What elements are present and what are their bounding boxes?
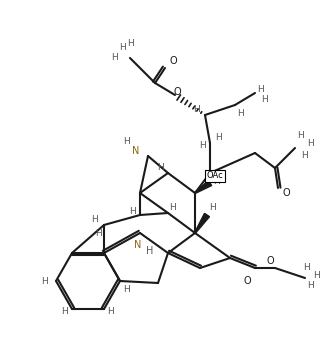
Text: H: H	[123, 285, 129, 294]
Text: O: O	[169, 56, 177, 66]
Text: H: H	[262, 95, 268, 105]
Text: H: H	[199, 142, 206, 151]
Text: H: H	[237, 109, 243, 118]
Text: H: H	[108, 306, 115, 315]
Text: H: H	[314, 272, 320, 281]
Text: OAc: OAc	[207, 171, 223, 180]
Text: H: H	[296, 131, 303, 140]
Text: O: O	[266, 256, 274, 266]
Text: H: H	[209, 204, 216, 212]
Text: H: H	[307, 281, 313, 290]
Text: H: H	[62, 306, 68, 315]
Text: O: O	[243, 276, 251, 286]
Text: H: H	[96, 228, 102, 237]
Text: H: H	[119, 44, 125, 53]
Text: H: H	[112, 53, 119, 62]
Text: O: O	[282, 188, 290, 198]
Text: H: H	[214, 134, 221, 143]
Text: H: H	[307, 139, 313, 147]
Polygon shape	[195, 180, 212, 193]
Text: N: N	[134, 240, 142, 250]
Text: H: H	[257, 86, 263, 94]
Text: H: H	[42, 277, 48, 286]
Text: H: H	[194, 106, 201, 114]
Text: H: H	[146, 246, 154, 256]
Text: H: H	[128, 208, 135, 216]
Text: H: H	[213, 176, 220, 185]
Text: H: H	[302, 151, 308, 160]
Text: H: H	[126, 38, 133, 48]
Text: H: H	[304, 264, 310, 273]
Text: H: H	[123, 136, 129, 146]
Text: N: N	[132, 146, 140, 156]
Text: O: O	[173, 87, 181, 97]
Polygon shape	[195, 213, 209, 233]
Text: H: H	[91, 216, 97, 224]
Text: H: H	[157, 163, 163, 172]
Text: H: H	[170, 204, 176, 212]
Text: OAc: OAc	[208, 171, 222, 180]
